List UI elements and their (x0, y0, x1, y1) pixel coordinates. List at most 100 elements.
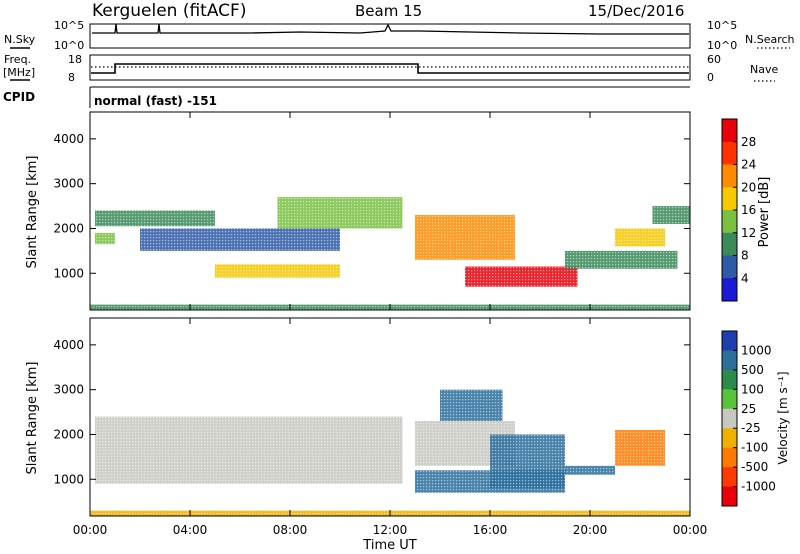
velocity-y-tick-label: 2000 (53, 427, 84, 441)
nave-tick-top: 60 (707, 53, 721, 66)
power-y-tick-label: 2000 (53, 221, 84, 235)
cpid-panel: CPID normal (fast) -151 (3, 86, 690, 108)
velocity-colorbar-segment (722, 331, 737, 351)
velocity-colorbar-segment (722, 369, 737, 390)
x-tick-label: 16:00 (473, 523, 508, 537)
beam-title: Beam 15 (355, 2, 422, 20)
noise-right-tick-bottom: 10^0 (707, 39, 737, 52)
power-colorbar-segment (722, 119, 737, 143)
power-colorbar-tick-label: 12 (741, 226, 756, 240)
x-tick-label: 08:00 (273, 523, 308, 537)
power-colorbar-tick-label: 20 (741, 180, 756, 194)
velocity-colorbar-tick-label: -100 (741, 441, 768, 455)
power-colorbar-tick-label: 28 (741, 135, 756, 149)
velocity-y-axis: 4000 3000 2000 1000 (53, 338, 690, 486)
noise-search-label: N.Search (745, 33, 795, 46)
freq-label-line1: Freq. (4, 53, 31, 66)
noise-right-tick-top: 10^5 (707, 19, 737, 32)
velocity-colorbar-segment (722, 447, 737, 468)
power-region-texture (415, 215, 515, 260)
velocity-colorbar-segment (722, 486, 737, 507)
velocity-colorbar-segment (722, 467, 737, 488)
x-axis-label: Time UT (362, 538, 416, 553)
power-colorbar-tick-label: 16 (741, 203, 756, 217)
noise-panel: N.Sky 10^5 10^0 10^5 10^0 N.Search (4, 19, 795, 52)
power-region-texture (465, 266, 578, 287)
power-colorbar-segment (722, 255, 737, 279)
x-tick-label: 20:00 (573, 523, 608, 537)
velocity-colorbar-tick-label: 100 (741, 382, 764, 396)
velocity-colorbar-segment (722, 408, 737, 429)
x-tick-label: 00:00 (73, 523, 108, 537)
velocity-colorbar-tick-label: 1000 (741, 343, 772, 357)
date-title: 15/Dec/2016 (588, 2, 684, 20)
velocity-colorbar-frame (721, 330, 738, 507)
power-region-texture (615, 228, 665, 247)
power-y-axis: 4000 3000 2000 1000 (53, 132, 690, 280)
velocity-colorbar-tick-label: -1000 (741, 480, 776, 494)
power-region-texture (95, 232, 115, 245)
x-tick-label: 00:00 (673, 523, 708, 537)
velocity-region-texture (565, 465, 615, 475)
power-data-layer (90, 197, 690, 310)
velocity-colorbar-tick-label: 25 (741, 402, 756, 416)
power-colorbar-segment (722, 187, 737, 211)
freq-tick-bottom: 8 (68, 71, 75, 84)
freq-label-line2: [MHz] (3, 66, 35, 79)
cpid-label: CPID (3, 90, 35, 104)
velocity-region-texture (415, 470, 565, 493)
noise-sky-label: N.Sky (4, 33, 36, 46)
power-colorbar: 28 24 20 16 12 8 4 (721, 118, 756, 302)
power-colorbar-segment (722, 278, 737, 302)
power-colorbar-segment (722, 141, 737, 165)
power-region-texture (95, 210, 215, 227)
power-y-tick-label: 1000 (53, 266, 84, 280)
power-y-tick-label: 4000 (53, 132, 84, 146)
power-region-texture (652, 206, 690, 224)
velocity-colorbar-tick-label: -25 (741, 421, 761, 435)
power-y-tick-label: 3000 (53, 177, 84, 191)
velocity-colorbar-segment (722, 389, 737, 410)
freq-trace (91, 63, 689, 74)
velocity-ylabel: Slant Range [km] (25, 362, 40, 475)
power-colorbar-tick-label: 8 (741, 249, 749, 263)
velocity-colorbar-tick-label: 500 (741, 363, 764, 377)
power-colorbar-tick-label: 4 (741, 271, 749, 285)
power-region-texture (277, 197, 403, 229)
velocity-colorbar-segment (722, 428, 737, 449)
velocity-colorbar-label: Velocity [m s⁻¹] (776, 371, 790, 464)
power-colorbar-segment (722, 232, 737, 256)
power-colorbar-label: Power [dB] (757, 177, 772, 248)
velocity-region-texture (615, 429, 665, 466)
cpid-mode-text: normal (fast) -151 (94, 94, 217, 108)
power-region-texture (215, 264, 340, 278)
power-ylabel: Slant Range [km] (25, 156, 40, 269)
velocity-colorbar-tick-label: -500 (741, 460, 768, 474)
power-panel: 4000 3000 2000 1000 Slant Range [km] 28 24 20… (25, 111, 772, 311)
velocity-panel: 4000 3000 2000 1000 Slant Range [km] 1000 50… (25, 317, 790, 517)
freq-tick-top: 18 (68, 53, 82, 66)
velocity-y-tick-label: 4000 (53, 338, 84, 352)
velocity-y-tick-label: 1000 (53, 472, 84, 486)
velocity-data-layer (90, 389, 690, 516)
nave-tick-bottom: 0 (707, 71, 714, 84)
freq-panel: Freq. [MHz] 18 8 60 0 Nave (3, 53, 778, 84)
x-tick-label: 12:00 (373, 523, 408, 537)
noise-sky-trace (92, 23, 689, 35)
x-tick-label: 04:00 (173, 523, 208, 537)
nave-label: Nave (750, 63, 778, 76)
noise-left-tick-bottom: 10^0 (54, 39, 84, 52)
power-colorbar-segment (722, 210, 737, 234)
velocity-colorbar: 1000 500 100 25 -25 -100 -500 -1000 (721, 330, 776, 507)
power-region-texture (140, 228, 340, 251)
velocity-y-tick-label: 3000 (53, 383, 84, 397)
x-axis: 00:00 04:00 08:00 12:00 16:00 20:00 00:00 (73, 112, 708, 537)
power-colorbar-segment (722, 164, 737, 188)
velocity-region-texture (440, 389, 503, 422)
velocity-colorbar-segment (722, 350, 737, 371)
power-region-texture (565, 250, 678, 269)
power-colorbar-tick-label: 24 (741, 158, 756, 172)
velocity-region-texture (95, 416, 403, 484)
station-title: Kerguelen (fitACF) (92, 1, 246, 21)
